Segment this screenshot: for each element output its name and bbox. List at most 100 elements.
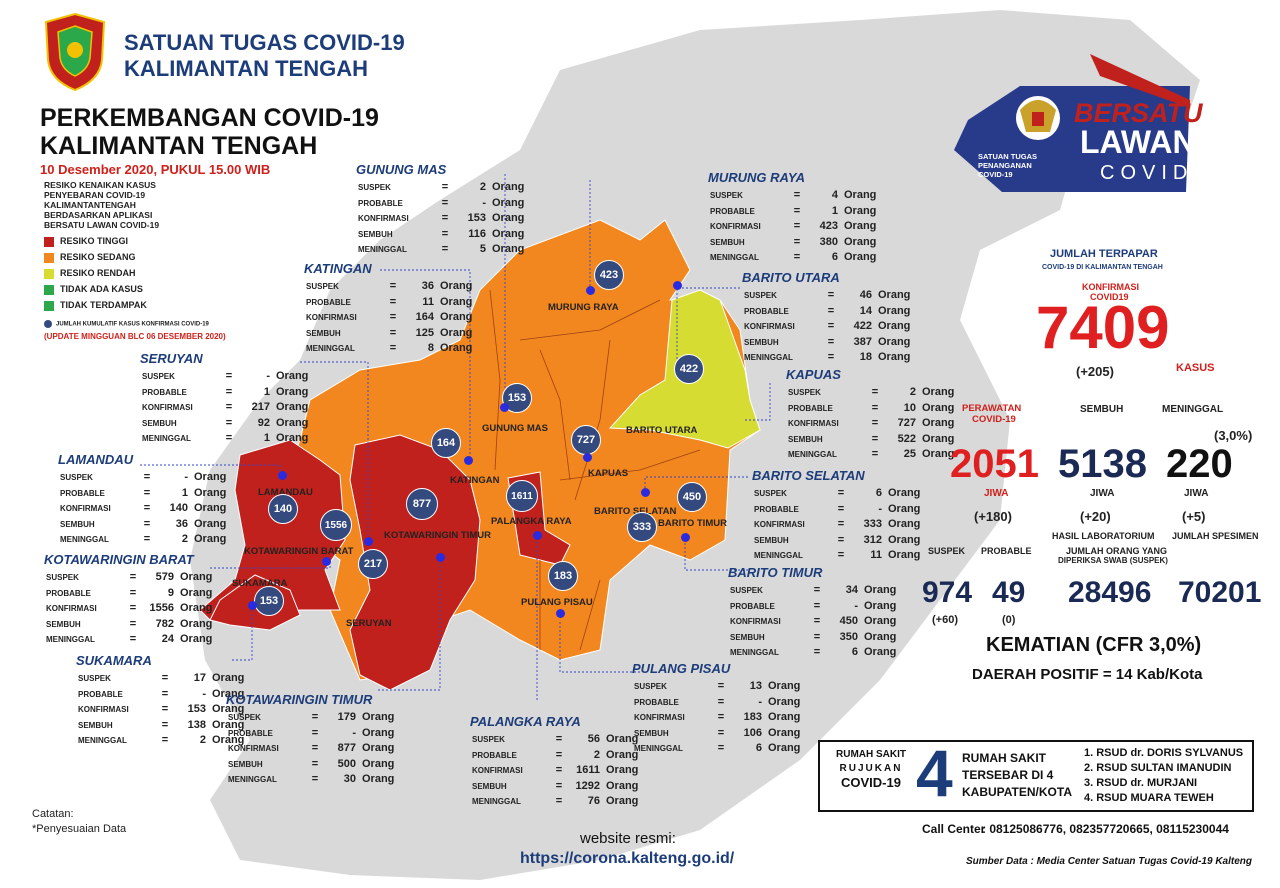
stat-unit: Orang: [212, 672, 245, 684]
stat-equals: =: [827, 320, 835, 332]
stat-row-meninggal: MENINGGAL = 6 Orang: [710, 250, 876, 266]
legend-update-note: (UPDATE MINGGUAN BLC 06 DESEMBER 2020): [44, 332, 226, 341]
case-dot-kotawaringin-timur: 877: [406, 488, 438, 520]
stat-unit: Orang: [888, 487, 921, 499]
bersatu-lawan-covid-logo: [954, 54, 1190, 192]
swab-total: 28496: [1068, 576, 1152, 609]
stat-equals: =: [837, 549, 845, 561]
stat-row-suspek: SUSPEK = 579 Orang: [46, 570, 212, 586]
legend-item-tidak-ada: TIDAK ADA KASUS: [44, 284, 143, 295]
catatan-label: Catatan:: [32, 808, 74, 820]
stat-unit: Orang: [492, 243, 525, 255]
stat-label: KONFIRMASI: [78, 705, 129, 714]
sembuh-total: 5138: [1058, 442, 1147, 486]
stat-unit: Orang: [276, 401, 309, 413]
stat-row-meninggal: MENINGGAL = 8 Orang: [306, 341, 472, 357]
location-dot: [641, 488, 650, 497]
case-dot-kapuas: 727: [571, 425, 601, 455]
stat-label: SEMBUH: [78, 720, 113, 730]
stat-value: 106: [743, 726, 762, 739]
stat-value: -: [854, 599, 858, 612]
website-link[interactable]: https://corona.kalteng.go.id/: [520, 850, 735, 867]
stat-unit: Orang: [922, 417, 955, 429]
stat-equals: =: [441, 181, 449, 193]
stat-equals: =: [441, 227, 449, 240]
stat-equals: =: [555, 795, 563, 807]
logo-lawan: LAWAN: [1080, 124, 1196, 160]
stat-row-meninggal: MENINGGAL = 24 Orang: [46, 632, 212, 648]
stat-unit: Orang: [180, 571, 213, 583]
stat-unit: Orang: [440, 311, 473, 323]
case-dot-katingan: 164: [431, 428, 461, 458]
stat-value: 1292: [575, 779, 600, 792]
legend-dot-note: JUMLAH KUMULATIF KASUS KONFIRMASI COVID-…: [44, 320, 209, 328]
stat-unit: Orang: [362, 742, 395, 754]
stat-row-meninggal: MENINGGAL = 5 Orang: [358, 242, 524, 258]
stat-value: 5: [479, 243, 486, 255]
stat-value: 782: [155, 617, 174, 630]
stat-unit: Orang: [606, 795, 639, 807]
stat-unit: Orang: [878, 335, 911, 348]
stat-equals: =: [813, 646, 821, 658]
stat-unit: Orang: [864, 599, 897, 612]
case-dot-sukamara: 153: [254, 586, 284, 616]
stat-unit: Orang: [440, 280, 473, 292]
stat-row-konfirmasi: KONFIRMASI = 333 Orang: [754, 517, 920, 533]
rs-left-line: RUMAH SAKIT: [836, 749, 906, 760]
stat-row-suspek: SUSPEK = 56 Orang: [472, 732, 638, 748]
stat-value: 25: [903, 448, 916, 460]
region-name-barito-timur: BARITO TIMUR: [728, 565, 823, 580]
stat-row-sembuh: SEMBUH = 125 Orang: [306, 326, 472, 342]
location-dot: [586, 286, 595, 295]
swatch-icon: [44, 284, 54, 295]
stat-value: 153: [467, 212, 486, 224]
rs-list-item: 2. RSUD SULTAN IMANUDIN: [1084, 762, 1232, 774]
rs-left-line: COVID-19: [841, 775, 901, 790]
stat-label: PROBABLE: [754, 504, 799, 514]
sembuh-label: SEMBUH: [1080, 404, 1124, 415]
stat-row-probable: PROBABLE = 9 Orang: [46, 586, 212, 602]
stat-row-probable: PROBABLE = 1 Orang: [60, 486, 226, 502]
dot-icon: [44, 320, 52, 328]
stat-value: 116: [468, 227, 486, 240]
map-label-lamandau: LAMANDAU: [258, 487, 313, 498]
stat-row-suspek: SUSPEK = 6 Orang: [754, 486, 920, 502]
stat-unit: Orang: [922, 386, 955, 398]
logo-satgas: SATUAN TUGAS PENANGANAN COVID-19: [978, 152, 1037, 179]
stat-value: 1611: [576, 764, 600, 776]
jumlah-terpapar-sub: COVID-19 DI KALIMANTAN TENGAH: [1042, 264, 1163, 271]
province-emblem: [44, 12, 106, 92]
stat-unit: Orang: [492, 196, 525, 209]
stat-unit: Orang: [864, 615, 897, 627]
stat-row-sembuh: SEMBUH = 500 Orang: [228, 757, 394, 773]
stat-value: 217: [251, 401, 270, 413]
stat-label: SEMBUH: [744, 337, 779, 347]
stat-value: -: [184, 471, 188, 483]
stat-equals: =: [717, 726, 725, 739]
case-dot-murung-raya: 423: [594, 260, 624, 290]
stat-row-suspek: SUSPEK = 36 Orang: [306, 279, 472, 295]
map-label-pulang-pisau: PULANG PISAU: [521, 597, 593, 608]
stat-equals: =: [161, 687, 169, 700]
stat-unit: Orang: [180, 602, 213, 614]
legend-heading-line: RESIKO KENAIKAN KASUS: [44, 180, 156, 190]
stat-unit: Orang: [180, 633, 213, 645]
stat-unit: Orang: [768, 695, 801, 708]
stat-unit: Orang: [276, 416, 309, 429]
legend-label: RESIKO SEDANG: [60, 252, 136, 262]
map-label-kapuas: KAPUAS: [588, 468, 629, 479]
stat-unit: Orang: [606, 779, 639, 792]
konfirmasi-label: KONFIRMASI: [1082, 282, 1139, 292]
call-center-numbers[interactable]: : 08125086776, 082357720665, 08115230044: [982, 822, 1229, 836]
stat-label: KONFIRMASI: [306, 313, 357, 322]
region-name-pulang-pisau: PULANG PISAU: [632, 661, 731, 676]
stat-label: SEMBUH: [60, 519, 95, 529]
stat-equals: =: [717, 695, 725, 708]
stat-value: 727: [897, 417, 916, 429]
stat-unit: Orang: [194, 502, 227, 514]
stat-value: 1: [831, 204, 838, 217]
stat-label: KONFIRMASI: [142, 403, 193, 412]
stat-value: 4: [831, 189, 838, 201]
region-name-barito-utara: BARITO UTARA: [742, 270, 840, 285]
stat-label: SUSPEK: [472, 735, 505, 744]
